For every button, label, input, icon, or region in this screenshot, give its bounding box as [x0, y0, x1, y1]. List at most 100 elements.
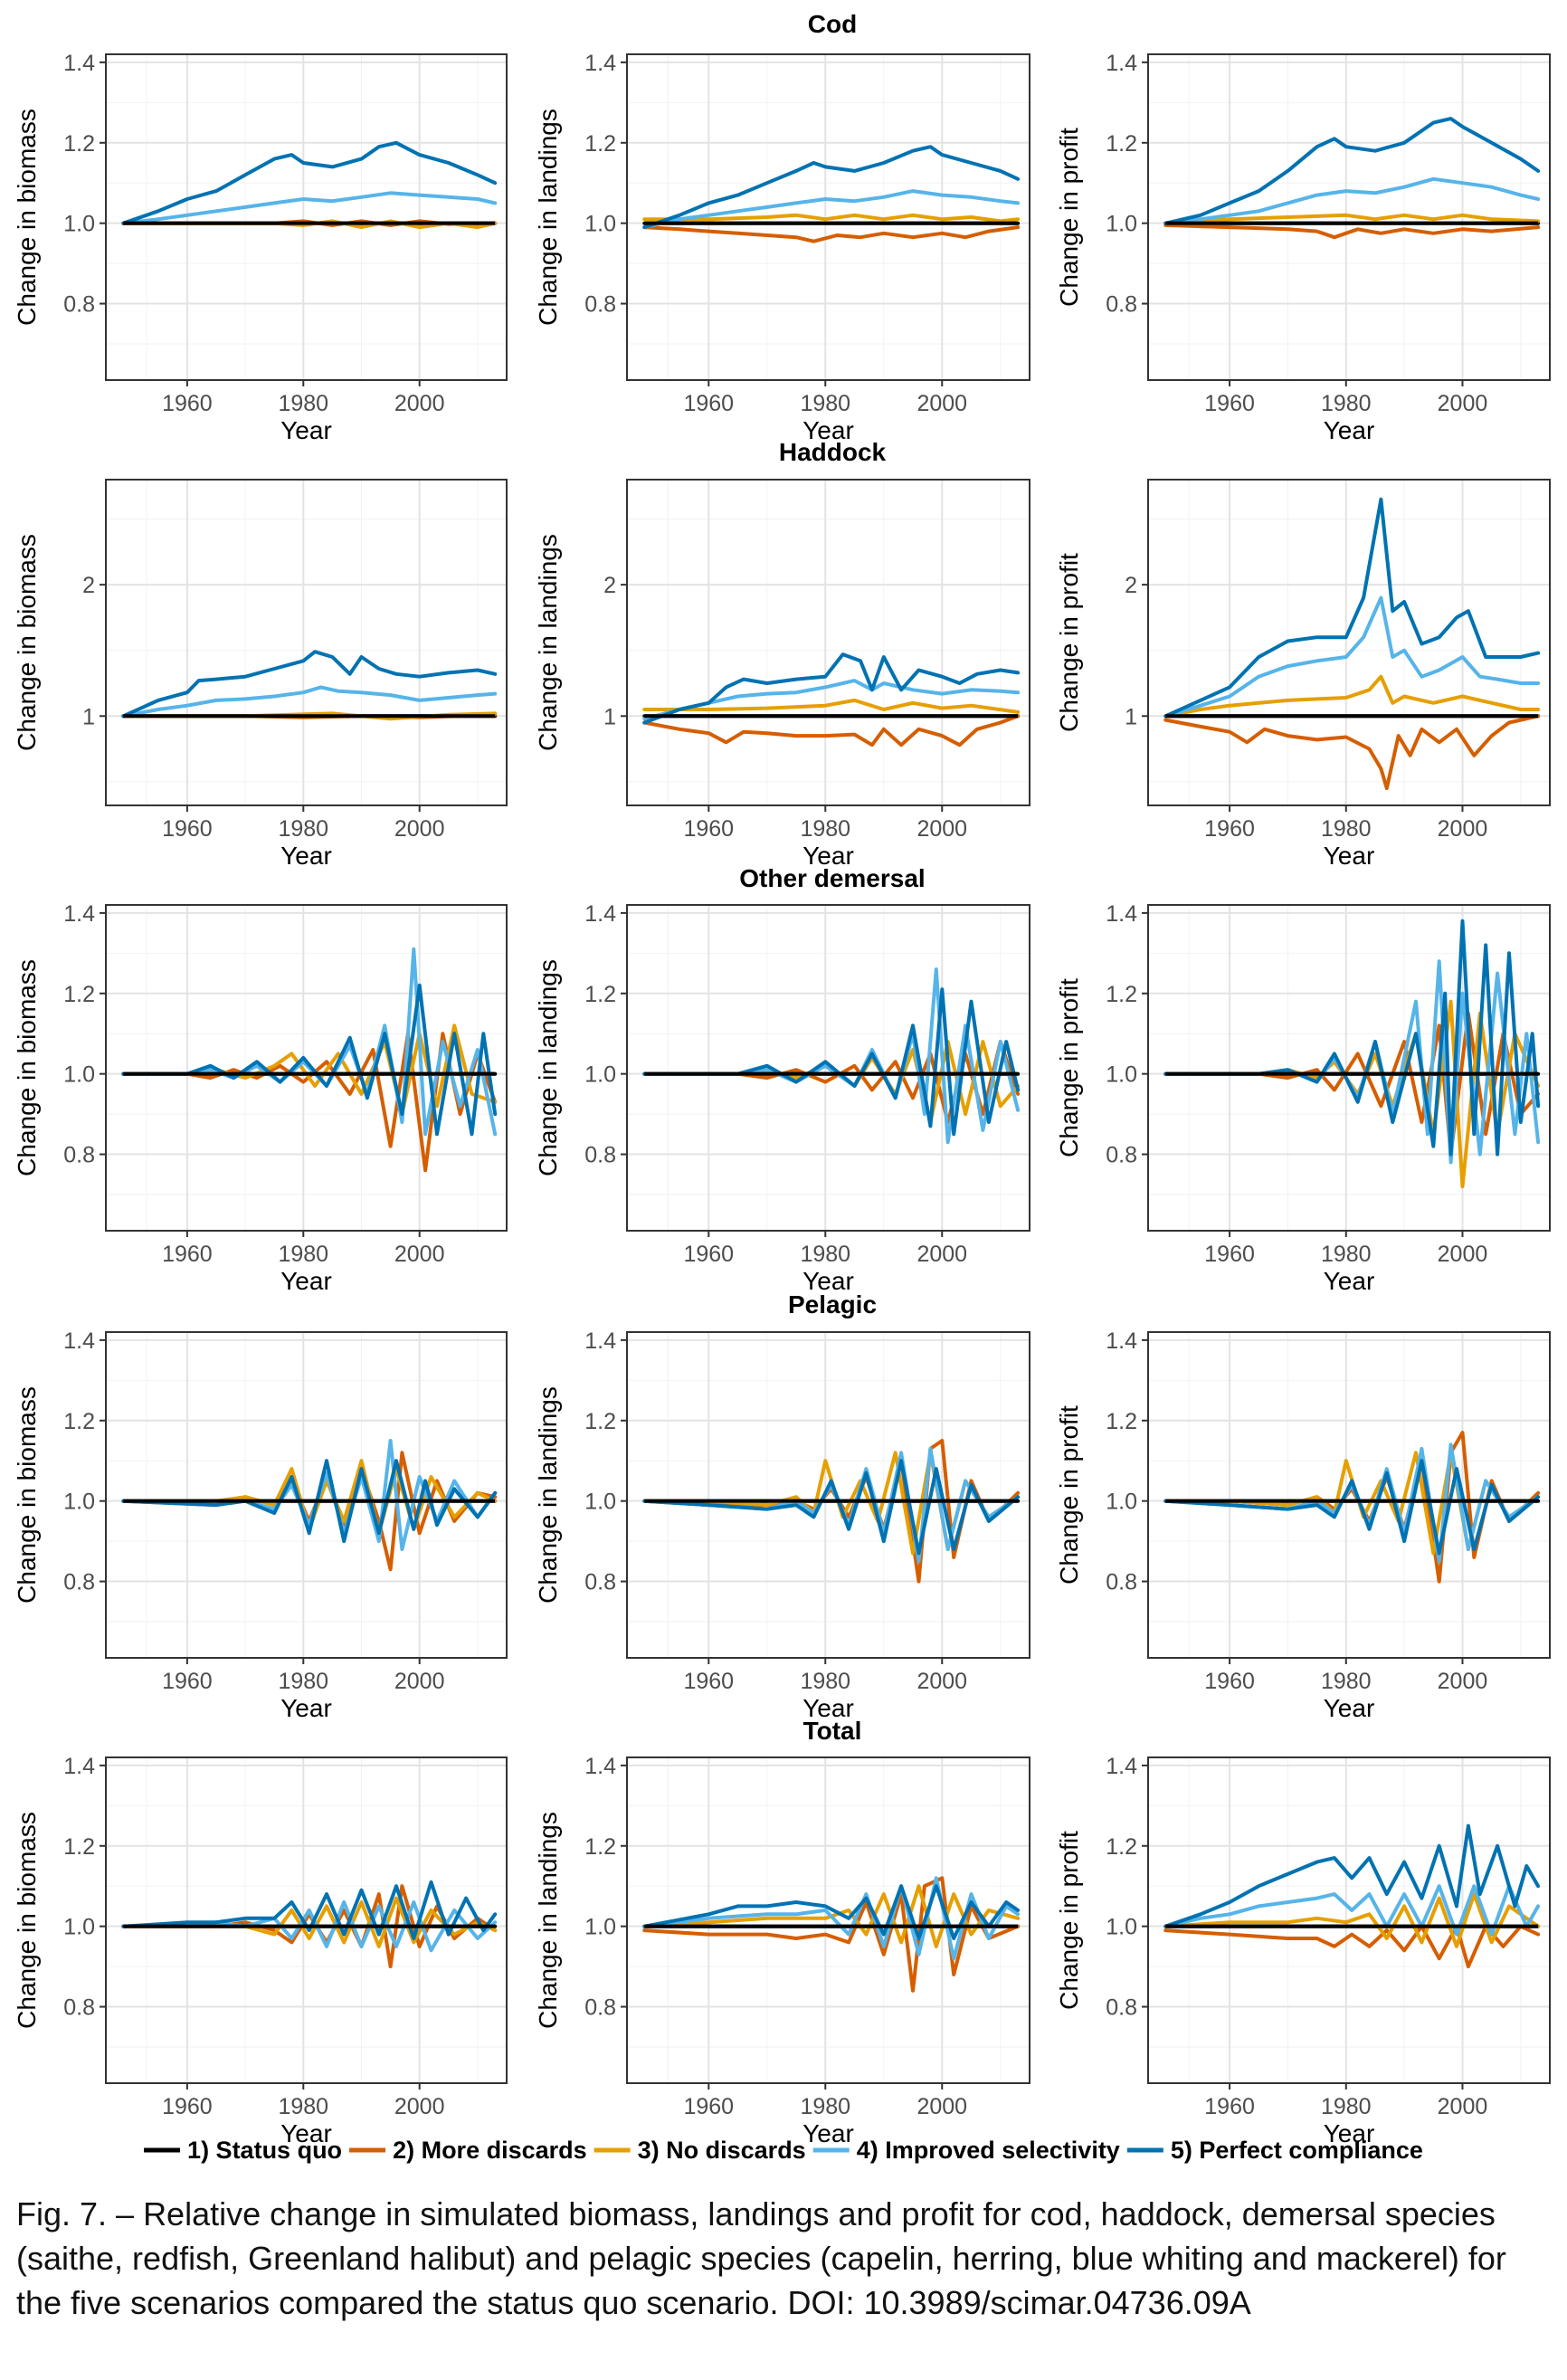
series-lines [642, 145, 1021, 243]
y-axis: 0.8 1.0 1.2 1.4 Change in profit [1055, 1754, 1148, 2021]
y-axis: 0.8 1.0 1.2 1.4 Change in profit [1055, 1328, 1148, 1595]
x-tick-label: 1980 [800, 816, 850, 842]
panels: 1960 1980 2000 Year 0.8 1.0 1.2 1.4 Change in bi… [13, 51, 1551, 2147]
y-axis: 0.8 1.0 1.2 1.4 Change in profit [1055, 51, 1148, 318]
series-line-4-improved-selectivity [121, 191, 498, 225]
x-axis: 1960 1980 2000 Year [162, 1231, 445, 1295]
legend-label: 1) Status quo [187, 2137, 342, 2164]
x-axis: 1960 1980 2000 Year [1204, 380, 1487, 444]
x-tick-label: 1960 [162, 2094, 213, 2119]
y-tick-label: 1.2 [63, 1409, 95, 1434]
panel-total-change-in-landings: 1960 1980 2000 Year 0.8 1.0 1.2 1.4 Change in la… [534, 1754, 1030, 2147]
x-tick-label: 2000 [916, 2094, 967, 2119]
x-tick-label: 2000 [916, 1669, 967, 1694]
x-tick-label: 1980 [800, 2094, 850, 2119]
x-tick-label: 1960 [1204, 816, 1255, 842]
plot-border [105, 1756, 508, 2084]
y-axis: 1 2 Change in profit [1055, 553, 1148, 732]
x-tick-label: 1960 [1204, 391, 1255, 416]
series-line-3-no-discards [1163, 674, 1541, 719]
y-tick-label: 1.0 [584, 212, 616, 237]
x-tick-label: 1980 [800, 391, 850, 416]
row-titles: Cod Haddock Other demersal Pelagic Total [739, 10, 925, 1745]
y-tick-label: 1.4 [1106, 1754, 1137, 1779]
y-axis-label: Change in profit [1055, 1405, 1083, 1585]
y-tick-label: 1.0 [1106, 1490, 1137, 1515]
plot-border [105, 479, 508, 806]
legend-item-3-no-discards: 3) No discards [594, 2137, 806, 2164]
x-axis: 1960 1980 2000 Year [1204, 2083, 1487, 2147]
series-line-5-perfect-compliance [642, 652, 1021, 725]
x-axis: 1960 1980 2000 Year [683, 805, 967, 870]
series-line-2-more-discards [642, 225, 1021, 243]
plot-border [1147, 1756, 1551, 2084]
figure-caption: Fig. 7. – Relative change in simulated b… [16, 2195, 1506, 2321]
y-tick-label: 1 [1125, 704, 1137, 729]
series-line-2-more-discards [642, 714, 1021, 747]
series-line-5-perfect-compliance [642, 1884, 1021, 1940]
plot-border [105, 1331, 508, 1659]
y-axis: 0.8 1.0 1.2 1.4 Change in biomass [13, 51, 106, 326]
y-tick-label: 1 [82, 704, 95, 729]
series-line-5-perfect-compliance [1163, 497, 1541, 719]
x-axis-label: Year [1324, 842, 1375, 870]
y-tick-label: 1.4 [63, 51, 95, 76]
y-axis: 0.8 1.0 1.2 1.4 Change in landings [534, 51, 627, 326]
y-tick-label: 1.0 [584, 1062, 616, 1088]
x-tick-label: 1960 [1204, 1669, 1255, 1694]
plot-border [105, 904, 508, 1232]
y-tick-label: 0.8 [63, 1570, 95, 1595]
series-line-5-perfect-compliance [642, 145, 1021, 230]
x-tick-label: 2000 [1438, 1242, 1488, 1267]
y-tick-label: 0.8 [1106, 1143, 1137, 1168]
y-tick-label: 1.4 [584, 901, 616, 927]
y-tick-label: 2 [82, 573, 95, 598]
x-axis: 1960 1980 2000 Year [1204, 1231, 1487, 1295]
panel-total-change-in-biomass: 1960 1980 2000 Year 0.8 1.0 1.2 1.4 Change in bi… [13, 1754, 508, 2147]
plot-border [626, 1331, 1030, 1659]
x-tick-label: 2000 [1438, 1669, 1488, 1694]
y-axis-label: Change in biomass [13, 534, 41, 751]
x-axis-label: Year [280, 1267, 332, 1295]
legend-label: 3) No discards [638, 2137, 806, 2164]
y-axis-label: Change in landings [534, 1386, 562, 1604]
series-line-5-perfect-compliance [642, 1459, 1021, 1556]
y-tick-label: 1.2 [1106, 131, 1137, 157]
x-axis: 1960 1980 2000 Year [1204, 1658, 1487, 1722]
series-line-5-perfect-compliance [121, 1880, 498, 1940]
y-tick-label: 1.2 [1106, 1834, 1137, 1860]
x-tick-label: 1980 [278, 2094, 328, 2119]
series-line-4-improved-selectivity [1163, 595, 1541, 719]
series-lines [121, 1880, 498, 1969]
y-tick-label: 1.0 [1106, 1062, 1137, 1088]
series-line-5-perfect-compliance [121, 650, 498, 719]
panel-haddock-change-in-biomass: 1960 1980 2000 Year 1 2 Change in biomass [13, 479, 508, 870]
series-line-2-more-discards [642, 1876, 1021, 1993]
series-lines [121, 1439, 498, 1572]
x-tick-label: 2000 [916, 1242, 967, 1267]
y-axis-label: Change in landings [534, 534, 562, 751]
x-tick-label: 1960 [683, 2094, 734, 2119]
x-tick-label: 2000 [394, 1669, 445, 1694]
plot-background [627, 480, 1030, 805]
series-lines [121, 947, 498, 1173]
x-axis-label: Year [1324, 1267, 1375, 1295]
plot-border [626, 53, 1030, 381]
series-line-5-perfect-compliance [1163, 117, 1541, 225]
series-line-2-more-discards [1163, 714, 1541, 791]
y-tick-label: 1.0 [1106, 1915, 1137, 1940]
x-axis-label: Year [1324, 416, 1375, 444]
plot-border [1147, 1331, 1551, 1659]
panel-haddock-change-in-landings: 1960 1980 2000 Year 1 2 Change in landings [534, 479, 1030, 870]
legend-item-4-improved-selectivity: 4) Improved selectivity [812, 2137, 1120, 2164]
y-axis-label: Change in biomass [13, 1386, 41, 1604]
plot-border [105, 53, 508, 381]
x-axis: 1960 1980 2000 Year [162, 1658, 445, 1722]
series-line-5-perfect-compliance [121, 983, 498, 1137]
x-axis-label: Year [280, 2119, 332, 2147]
y-tick-label: 0.8 [584, 1570, 616, 1595]
y-axis: 0.8 1.0 1.2 1.4 Change in biomass [13, 1328, 106, 1604]
y-axis-label: Change in landings [534, 959, 562, 1176]
y-tick-label: 1.4 [1106, 1328, 1137, 1354]
x-tick-label: 1980 [800, 1669, 850, 1694]
